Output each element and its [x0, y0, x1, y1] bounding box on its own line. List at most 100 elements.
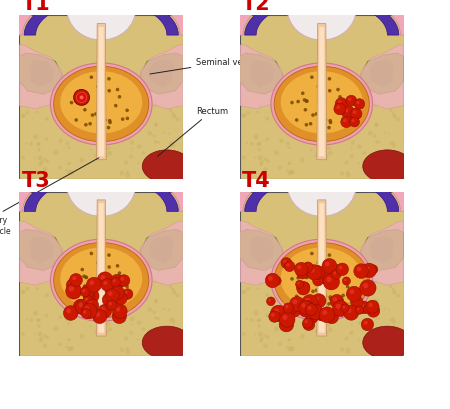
Circle shape: [38, 143, 40, 145]
Circle shape: [129, 285, 134, 290]
Circle shape: [316, 268, 332, 284]
Polygon shape: [19, 230, 62, 271]
Circle shape: [120, 171, 124, 176]
Circle shape: [153, 311, 156, 314]
Circle shape: [357, 145, 362, 149]
Polygon shape: [361, 54, 404, 95]
Circle shape: [375, 103, 378, 107]
Circle shape: [306, 311, 318, 324]
Circle shape: [350, 118, 360, 128]
Circle shape: [279, 315, 284, 319]
Circle shape: [328, 90, 332, 93]
Circle shape: [371, 333, 375, 337]
Circle shape: [154, 317, 158, 320]
Circle shape: [112, 293, 117, 297]
Circle shape: [149, 330, 152, 332]
Circle shape: [105, 289, 119, 303]
Circle shape: [346, 287, 361, 301]
Circle shape: [288, 147, 291, 150]
Circle shape: [270, 306, 287, 322]
Circle shape: [350, 290, 354, 294]
Circle shape: [288, 306, 292, 309]
Circle shape: [257, 143, 259, 146]
Circle shape: [391, 157, 393, 160]
Circle shape: [67, 323, 70, 326]
Circle shape: [363, 283, 368, 289]
Circle shape: [374, 105, 377, 107]
Polygon shape: [317, 200, 327, 336]
Circle shape: [176, 339, 180, 342]
Circle shape: [346, 136, 351, 141]
Circle shape: [315, 330, 318, 334]
Circle shape: [157, 142, 160, 144]
Circle shape: [344, 306, 359, 320]
Circle shape: [41, 274, 44, 276]
Circle shape: [149, 154, 152, 156]
Circle shape: [333, 299, 338, 304]
Circle shape: [321, 332, 324, 334]
Circle shape: [176, 294, 180, 298]
Circle shape: [176, 163, 180, 166]
Circle shape: [22, 114, 26, 119]
Circle shape: [392, 320, 396, 324]
Polygon shape: [9, 0, 193, 36]
Circle shape: [41, 98, 44, 100]
Circle shape: [313, 276, 323, 286]
Circle shape: [311, 102, 316, 107]
Circle shape: [290, 346, 295, 351]
Circle shape: [364, 321, 368, 325]
Circle shape: [372, 154, 377, 160]
Circle shape: [369, 307, 374, 311]
Circle shape: [363, 114, 367, 118]
Text: Seminal vesicle: Seminal vesicle: [150, 58, 262, 75]
Circle shape: [171, 288, 175, 291]
Circle shape: [373, 311, 377, 314]
Circle shape: [163, 308, 165, 310]
Circle shape: [274, 279, 277, 281]
Circle shape: [83, 291, 94, 302]
Circle shape: [148, 307, 152, 312]
Circle shape: [338, 296, 340, 299]
Circle shape: [353, 111, 356, 115]
Circle shape: [44, 334, 47, 338]
Circle shape: [305, 111, 307, 114]
Circle shape: [342, 277, 351, 285]
Circle shape: [355, 116, 359, 120]
Circle shape: [344, 161, 349, 165]
Circle shape: [168, 309, 170, 311]
Circle shape: [83, 126, 87, 130]
Circle shape: [265, 293, 270, 297]
Circle shape: [40, 337, 43, 340]
Circle shape: [90, 252, 93, 256]
Circle shape: [126, 117, 129, 121]
Circle shape: [132, 283, 135, 287]
Polygon shape: [250, 236, 274, 264]
Circle shape: [333, 123, 338, 128]
Circle shape: [334, 105, 338, 108]
Circle shape: [321, 288, 324, 291]
Polygon shape: [19, 54, 62, 95]
Circle shape: [114, 138, 117, 142]
Circle shape: [355, 292, 359, 296]
Circle shape: [315, 113, 318, 117]
Circle shape: [374, 281, 377, 283]
Circle shape: [347, 101, 352, 106]
Circle shape: [39, 163, 42, 167]
Circle shape: [81, 268, 84, 272]
Circle shape: [288, 304, 301, 317]
Circle shape: [328, 265, 332, 269]
Circle shape: [342, 306, 345, 308]
Circle shape: [156, 327, 161, 332]
Circle shape: [45, 293, 49, 297]
Ellipse shape: [287, 155, 356, 217]
Circle shape: [297, 268, 308, 279]
Circle shape: [90, 102, 95, 107]
Circle shape: [108, 295, 112, 299]
Circle shape: [305, 105, 308, 108]
Circle shape: [369, 265, 378, 274]
Circle shape: [67, 163, 70, 166]
Circle shape: [134, 119, 136, 122]
Circle shape: [106, 322, 110, 327]
Circle shape: [107, 126, 110, 130]
Circle shape: [22, 156, 25, 160]
